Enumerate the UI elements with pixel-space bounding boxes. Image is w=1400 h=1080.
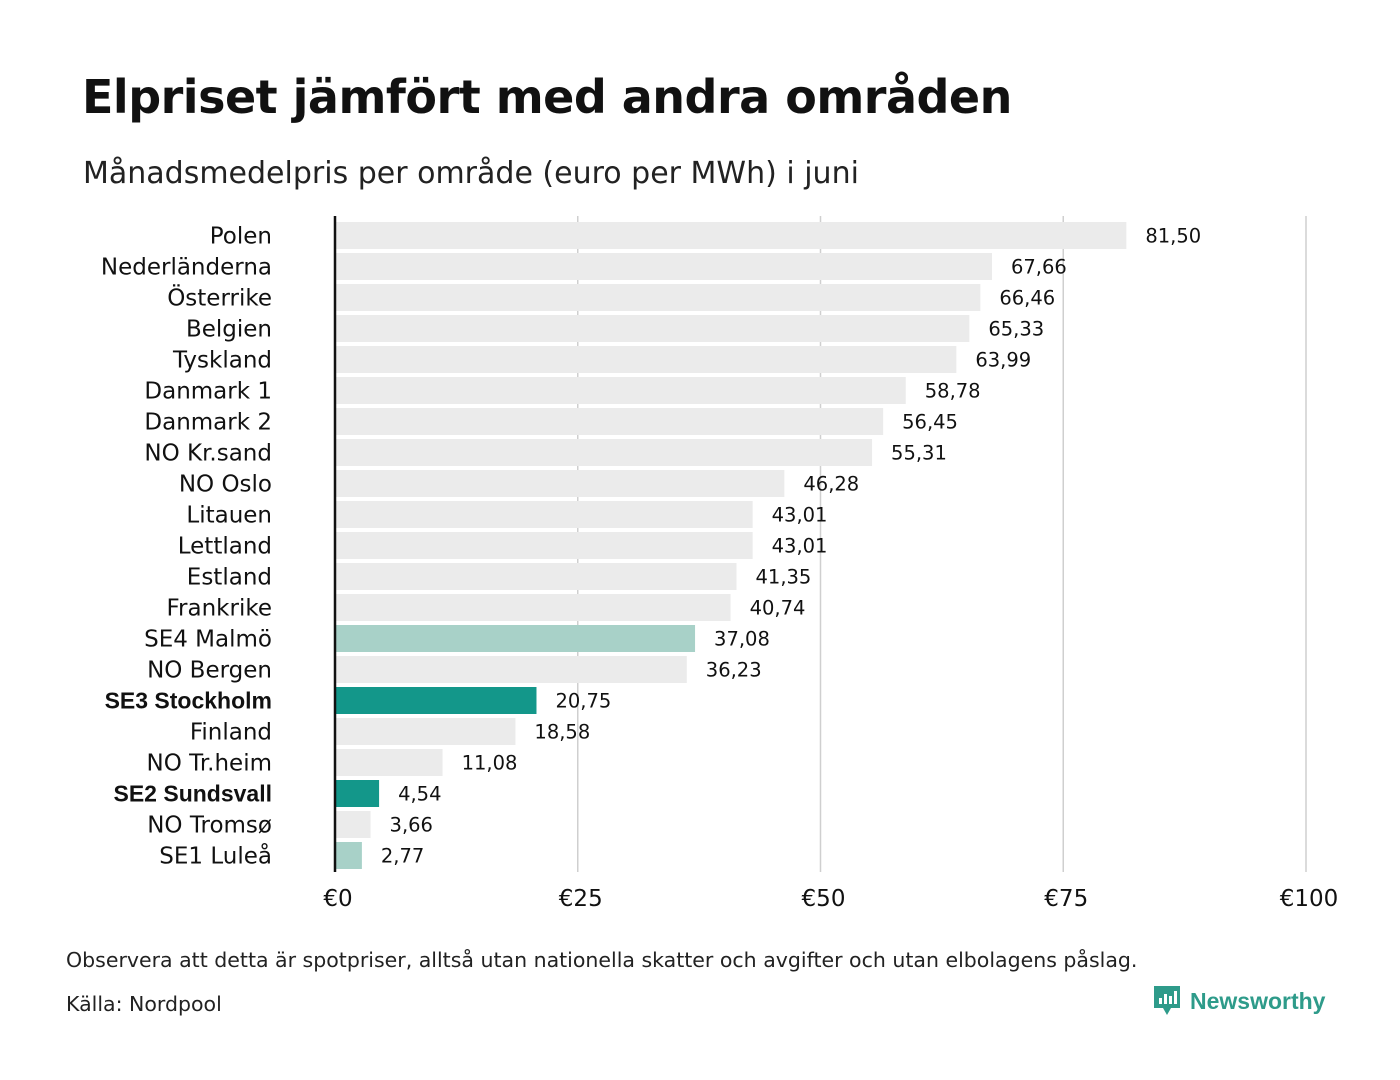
value-label: 11,08 <box>462 752 518 775</box>
bar <box>336 749 443 776</box>
brand-name: Newsworthy <box>1190 987 1326 1014</box>
x-tick-label: €0 <box>323 886 352 912</box>
value-label: 67,66 <box>1011 256 1067 279</box>
category-label: NO Bergen <box>147 658 272 684</box>
value-label: 58,78 <box>925 380 981 403</box>
bar <box>336 253 992 280</box>
category-label: SE1 Luleå <box>159 842 272 870</box>
chart-title: Elpriset jämfört med andra områden <box>82 70 1012 124</box>
value-label: 55,31 <box>891 442 947 465</box>
category-label: Polen <box>210 224 272 250</box>
value-label: 3,66 <box>390 814 433 837</box>
bar <box>336 408 884 435</box>
category-label: NO Tr.heim <box>147 751 272 777</box>
category-label: Nederländerna <box>101 255 272 281</box>
category-labels: Polen Nederländerna Österrike Belgien Tyskla… <box>101 224 272 870</box>
category-label: Danmark 2 <box>144 410 272 436</box>
value-label: 63,99 <box>975 349 1031 372</box>
bar <box>336 687 537 714</box>
category-label: SE2 Sundsvall <box>113 781 272 807</box>
category-label: SE3 Stockholm <box>105 688 272 714</box>
value-label: 18,58 <box>534 721 590 744</box>
bar <box>336 470 785 497</box>
x-tick-label: €50 <box>802 886 846 912</box>
category-label: NO Kr.sand <box>144 441 272 467</box>
category-label: NO Tromsø <box>147 813 272 839</box>
value-label: 81,50 <box>1145 225 1201 248</box>
x-tick-label: €75 <box>1044 886 1088 912</box>
bar <box>336 718 516 745</box>
bar <box>336 563 737 590</box>
newsworthy-logo-icon <box>1154 986 1180 1015</box>
bar <box>336 439 873 466</box>
bar <box>336 656 687 683</box>
category-label: Finland <box>190 720 272 746</box>
bar <box>336 222 1127 249</box>
value-label: 36,23 <box>706 659 762 682</box>
value-label: 37,08 <box>714 628 770 651</box>
category-label: SE4 Malmö <box>144 627 272 653</box>
x-tick-labels: €0 €25 €50 €75 €100 <box>323 886 1338 912</box>
category-label: Tyskland <box>172 348 272 374</box>
brand-logo: Newsworthy <box>1152 984 1325 1018</box>
value-label: 66,46 <box>999 287 1055 310</box>
footnote: Observera att detta är spotpriser, allts… <box>66 948 1138 972</box>
chart-subtitle: Månadsmedelpris per område (euro per MWh… <box>83 156 859 191</box>
value-label: 56,45 <box>902 411 958 434</box>
value-label: 46,28 <box>803 473 859 496</box>
bar <box>336 811 371 838</box>
value-label: 40,74 <box>750 597 806 620</box>
value-labels: 81,50 67,66 66,46 65,33 63,99 58,78 56,45 55,31… <box>381 225 1201 868</box>
category-label: Frankrike <box>167 596 273 622</box>
value-label: 4,54 <box>398 783 441 806</box>
value-label: 20,75 <box>555 690 611 713</box>
bar <box>336 594 731 621</box>
value-label: 43,01 <box>772 535 828 558</box>
category-label: Estland <box>187 565 272 591</box>
bar <box>336 842 362 869</box>
value-label: 41,35 <box>756 566 812 589</box>
x-tick-label: €100 <box>1280 886 1339 912</box>
bars <box>336 222 1127 869</box>
value-label: 65,33 <box>988 318 1044 341</box>
value-label: 43,01 <box>772 504 828 527</box>
bar-chart: 81,50 67,66 66,46 65,33 63,99 58,78 56,45 55,31… <box>101 216 1338 912</box>
category-label: Österrike <box>167 284 272 312</box>
bar <box>336 625 696 652</box>
category-label: Litauen <box>186 503 272 529</box>
category-label: NO Oslo <box>179 472 272 498</box>
bar <box>336 315 970 342</box>
value-label: 2,77 <box>381 845 424 868</box>
bar <box>336 780 380 807</box>
category-label: Danmark 1 <box>144 379 272 405</box>
bar <box>336 377 906 404</box>
bar <box>336 532 753 559</box>
category-label: Lettland <box>178 534 272 560</box>
bar <box>336 284 981 311</box>
source-credit: Källa: Nordpool <box>66 992 222 1016</box>
category-label: Belgien <box>186 317 272 343</box>
bar <box>336 501 753 528</box>
bar <box>336 346 957 373</box>
x-tick-label: €25 <box>559 886 603 912</box>
